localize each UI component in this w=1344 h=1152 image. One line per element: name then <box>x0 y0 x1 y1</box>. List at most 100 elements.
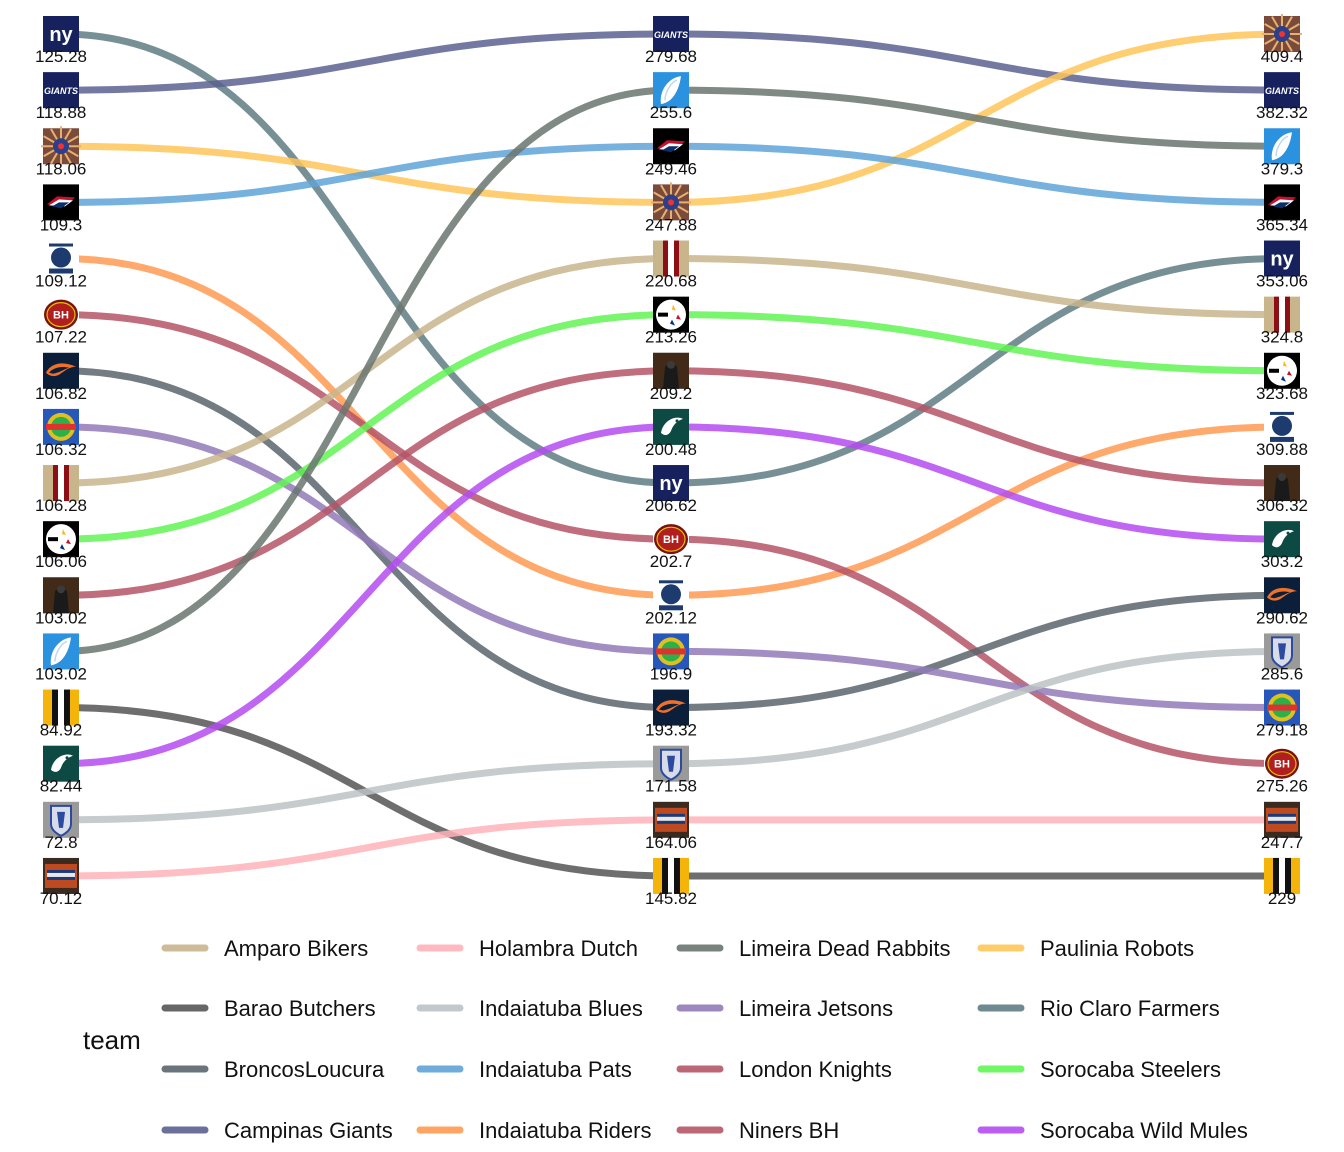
value-label-indaiatuba-blues-1: 72.8 <box>44 833 77 852</box>
mules-logo-icon <box>43 745 79 782</box>
steelers-logo-icon <box>1264 352 1300 389</box>
patriots-logo-icon <box>653 128 689 165</box>
legend-label: Amparo Bikers <box>224 936 368 961</box>
legend-item-limeira-jetsons: Limeira Jetsons <box>676 996 893 1021</box>
value-label-limeira-jetsons-3: 279.18 <box>1256 721 1308 740</box>
bikers-logo-icon <box>1264 296 1300 333</box>
legend-item-rio-claro-farmers: Rio Claro Farmers <box>977 996 1220 1021</box>
value-label-limeira-jetsons-2: 196.9 <box>650 664 693 683</box>
bikers-logo-icon <box>653 240 689 277</box>
value-label-sorocaba-wild-mules-1: 82.44 <box>40 777 83 796</box>
knight-logo-icon <box>653 352 689 389</box>
value-label-rio-claro-farmers-2: 206.62 <box>645 496 697 515</box>
legend-item-london-knights: London Knights <box>676 1057 892 1082</box>
rabbit-logo-icon <box>1264 128 1300 165</box>
riders-logo-icon <box>43 240 79 277</box>
bh-logo-icon: BH <box>653 521 689 558</box>
blues-logo-icon <box>1264 633 1300 670</box>
value-label-barao-butchers-1: 84.92 <box>40 721 83 740</box>
robot-logo-icon <box>1262 14 1302 54</box>
value-label-holambra-dutch-2: 164.06 <box>645 833 697 852</box>
svg-text:GIANTS: GIANTS <box>44 86 78 96</box>
dutch-logo-icon <box>653 801 689 838</box>
value-labels: 125.28 206.62 353.06 118.88 279.68 382.32 118.… <box>35 47 1308 908</box>
legend-item-amparo-bikers: Amparo Bikers <box>161 936 368 961</box>
legend-item-barao-butchers: Barao Butchers <box>161 996 376 1021</box>
value-label-rio-claro-farmers-3: 353.06 <box>1256 272 1308 291</box>
robot-logo-icon <box>41 126 81 167</box>
legend-label: Indaiatuba Blues <box>479 996 643 1021</box>
value-label-london-knights-3: 306.32 <box>1256 496 1308 515</box>
legend-label: Indaiatuba Pats <box>479 1057 632 1082</box>
mules-logo-icon <box>1264 521 1300 558</box>
svg-text:BH: BH <box>663 534 679 546</box>
broncos-logo-icon <box>1264 577 1300 614</box>
value-label-sorocaba-steelers-2: 213.26 <box>645 328 697 347</box>
svg-text:BH: BH <box>53 310 69 322</box>
value-label-broncosloucura-3: 290.62 <box>1256 608 1308 627</box>
value-label-london-knights-1: 103.02 <box>35 608 87 627</box>
value-label-rio-claro-farmers-1: 125.28 <box>35 47 87 66</box>
butchers-logo-icon <box>43 689 79 726</box>
patriots-logo-icon <box>1264 184 1300 221</box>
riders-logo-icon <box>653 577 689 614</box>
legend-label: Indaiatuba Riders <box>479 1118 651 1143</box>
dutch-logo-icon <box>1264 801 1300 838</box>
series-line-limeira-dead-rabbits <box>57 86 1286 655</box>
legend-label: Sorocaba Wild Mules <box>1040 1118 1248 1143</box>
butchers-logo-icon <box>1264 857 1300 894</box>
value-label-campinas-giants-1: 118.88 <box>36 103 87 122</box>
svg-text:ny: ny <box>1270 249 1294 271</box>
legend-item-broncosloucura: BroncosLoucura <box>161 1057 385 1082</box>
value-label-indaiatuba-blues-2: 171.58 <box>645 777 697 796</box>
value-label-sorocaba-steelers-1: 106.06 <box>35 552 87 571</box>
legend-item-indaiatuba-blues: Indaiatuba Blues <box>416 996 643 1021</box>
ny-logo-icon: ny <box>653 465 689 502</box>
value-label-niners-bh-3: 275.26 <box>1256 777 1308 796</box>
legend-item-paulinia-robots: Paulinia Robots <box>977 936 1194 961</box>
steelers-logo-icon <box>43 521 79 558</box>
value-label-sorocaba-wild-mules-3: 303.2 <box>1261 552 1304 571</box>
legend-label: Niners BH <box>739 1118 839 1143</box>
value-label-sorocaba-wild-mules-2: 200.48 <box>645 440 697 459</box>
series-line-broncosloucura <box>57 367 1286 712</box>
value-label-barao-butchers-3: 229 <box>1268 889 1296 908</box>
legend-label: Paulinia Robots <box>1040 936 1194 961</box>
knight-logo-icon <box>1264 465 1300 502</box>
patriots-logo-icon <box>43 184 79 221</box>
legend-label: London Knights <box>739 1057 892 1082</box>
svg-text:ny: ny <box>49 24 73 46</box>
value-label-paulinia-robots-3: 409.4 <box>1261 47 1304 66</box>
legend-item-sorocaba-wild-mules: Sorocaba Wild Mules <box>977 1118 1248 1143</box>
legend-item-indaiatuba-riders: Indaiatuba Riders <box>416 1118 651 1143</box>
series-line-sorocaba-wild-mules <box>57 423 1286 768</box>
legend-item-niners-bh: Niners BH <box>676 1118 839 1143</box>
value-label-niners-bh-2: 202.7 <box>650 552 693 571</box>
svg-text:GIANTS: GIANTS <box>654 30 688 40</box>
value-label-indaiatuba-pats-2: 249.46 <box>645 159 697 178</box>
giants-logo-icon: GIANTS <box>1264 72 1300 109</box>
value-label-niners-bh-1: 107.22 <box>35 328 87 347</box>
value-label-indaiatuba-riders-1: 109.12 <box>35 272 87 291</box>
robot-logo-icon <box>651 182 691 223</box>
value-label-indaiatuba-pats-3: 365.34 <box>1256 215 1308 234</box>
value-label-holambra-dutch-1: 70.12 <box>40 889 83 908</box>
dutch-logo-icon <box>43 857 79 894</box>
value-label-amparo-bikers-2: 220.68 <box>645 272 697 291</box>
legend-label: Rio Claro Farmers <box>1040 996 1220 1021</box>
legend-label: Holambra Dutch <box>479 936 638 961</box>
value-label-broncosloucura-2: 193.32 <box>645 721 697 740</box>
knight-logo-icon <box>43 577 79 614</box>
svg-text:GIANTS: GIANTS <box>1265 86 1299 96</box>
svg-text:BH: BH <box>1274 759 1290 771</box>
legend-label: Campinas Giants <box>224 1118 393 1143</box>
ny-logo-icon: ny <box>1264 240 1300 277</box>
mules-logo-icon <box>653 408 689 445</box>
svg-text:ny: ny <box>659 473 683 495</box>
value-label-paulinia-robots-1: 118.06 <box>36 159 87 178</box>
ny-logo-icon: ny <box>43 16 79 52</box>
legend-item-holambra-dutch: Holambra Dutch <box>416 936 638 961</box>
legend-label: Limeira Dead Rabbits <box>739 936 951 961</box>
jetsons-logo-icon <box>653 633 689 670</box>
